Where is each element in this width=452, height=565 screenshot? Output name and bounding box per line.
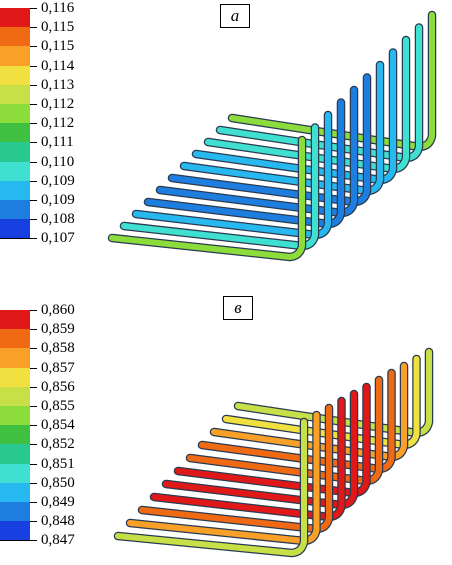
legend-value: 0,847 bbox=[41, 532, 75, 549]
legend-tick bbox=[30, 161, 37, 163]
legend-value: 0,848 bbox=[41, 513, 75, 530]
legend-value: 0,855 bbox=[41, 398, 75, 414]
pipe-bundle-a bbox=[107, 10, 437, 262]
legend-value: 0,852 bbox=[41, 436, 75, 453]
legend-swatch bbox=[0, 521, 30, 542]
legend-tick bbox=[30, 104, 37, 105]
legend-tick bbox=[30, 142, 37, 144]
legend-value: 0,115 bbox=[41, 38, 75, 55]
legend-value: 0,113 bbox=[41, 76, 75, 93]
legend-tick bbox=[30, 238, 37, 240]
legend-tick bbox=[30, 200, 37, 201]
legend-tick bbox=[30, 502, 37, 503]
legend-value: 0,849 bbox=[41, 494, 75, 510]
legend-value: 0,116 bbox=[41, 0, 75, 16]
legend-tick bbox=[30, 367, 37, 369]
legend-value: 0,851 bbox=[41, 455, 75, 472]
legend-tick bbox=[30, 329, 37, 331]
legend-tick bbox=[30, 84, 37, 86]
pipe bbox=[115, 419, 307, 556]
legend-value: 0,108 bbox=[41, 211, 75, 228]
legend-tick bbox=[30, 123, 37, 125]
pipe-bundle-b bbox=[113, 347, 434, 558]
legend-tick bbox=[30, 463, 37, 465]
legend-swatch bbox=[0, 219, 30, 240]
legend-tick bbox=[30, 386, 37, 388]
legend-value: 0,112 bbox=[41, 96, 75, 112]
legend-tick bbox=[30, 27, 37, 29]
legend-value: 0,856 bbox=[41, 378, 75, 395]
legend-value: 0,109 bbox=[41, 192, 75, 208]
legend-value: 0,109 bbox=[41, 172, 75, 189]
legend-tick bbox=[30, 425, 37, 427]
panel-label-b: в bbox=[223, 296, 253, 320]
legend-value: 0,850 bbox=[41, 474, 75, 491]
panel-b: 0,860 0,859 0,858 0,857 0,856 0,855 0,854 0,852… bbox=[0, 282, 452, 565]
legend-tick bbox=[30, 219, 37, 221]
legend-value: 0,114 bbox=[41, 57, 75, 74]
legend-tick bbox=[30, 540, 37, 542]
legend-value: 0,854 bbox=[41, 417, 75, 434]
legend-value: 0,112 bbox=[41, 115, 75, 132]
legend-value: 0,111 bbox=[41, 134, 74, 151]
legend-tick bbox=[30, 8, 37, 9]
legend-value: 0,858 bbox=[41, 340, 75, 357]
legend-value: 0,107 bbox=[41, 230, 75, 247]
legend-tick bbox=[30, 65, 37, 67]
legend-tick bbox=[30, 310, 37, 311]
legend-tick bbox=[30, 46, 37, 48]
legend-value: 0,115 bbox=[41, 19, 75, 36]
legend-value: 0,110 bbox=[41, 153, 75, 170]
legend-tick bbox=[30, 521, 37, 523]
legend-tick bbox=[30, 180, 37, 182]
legend-tick bbox=[30, 444, 37, 446]
legend-value: 0,860 bbox=[41, 302, 75, 318]
legend-value: 0,859 bbox=[41, 321, 75, 338]
legend-tick bbox=[30, 348, 37, 350]
legend-tick bbox=[30, 482, 37, 484]
legend-value: 0,857 bbox=[41, 359, 75, 376]
pipe bbox=[109, 137, 305, 260]
panel-a: 0,116 0,115 0,115 0,114 0,113 0,112 0,112 0,111… bbox=[0, 0, 452, 282]
panel-label-a: a bbox=[220, 4, 250, 28]
legend-tick bbox=[30, 406, 37, 407]
